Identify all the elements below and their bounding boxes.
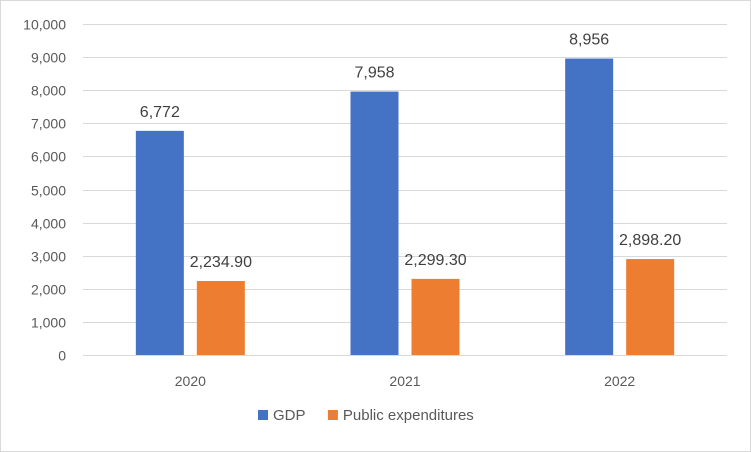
legend-label: GDP xyxy=(273,407,306,424)
data-label: 2,234.90 xyxy=(190,254,252,271)
data-label: 6,772 xyxy=(140,104,180,121)
y-tick-label: 4,000 xyxy=(31,216,66,232)
legend-swatch xyxy=(258,410,268,420)
y-tick-label: 0 xyxy=(58,348,66,364)
legend: GDP Public expenditures xyxy=(258,407,474,424)
bar-public-expenditures xyxy=(626,259,675,355)
y-tick-label: 1,000 xyxy=(31,315,66,331)
y-tick-label: 2,000 xyxy=(31,282,66,298)
legend-label: Public expenditures xyxy=(343,407,474,424)
bar-gdp xyxy=(565,58,614,356)
legend-swatch xyxy=(327,410,338,420)
data-label: 2,898.20 xyxy=(619,232,681,249)
y-tick-label: 8,000 xyxy=(31,83,66,99)
y-tick-label: 6,000 xyxy=(31,149,66,165)
y-tick-label: 7,000 xyxy=(31,116,66,132)
x-axis-tick-labels: 2020 2021 2022 xyxy=(175,373,636,389)
y-tick-label: 10,000 xyxy=(23,17,66,33)
data-label: 2,299.30 xyxy=(404,252,466,269)
data-label: 7,958 xyxy=(354,65,394,82)
x-tick-label: 2021 xyxy=(389,373,420,389)
bar-public-expenditures xyxy=(196,281,245,355)
data-labels: 6,772 2,234.90 7,958 2,299.30 8,956 2,898.20 xyxy=(140,32,682,271)
data-label: 8,956 xyxy=(569,32,609,49)
x-tick-label: 2022 xyxy=(604,373,635,389)
bar-public-expenditures xyxy=(411,278,460,355)
y-tick-label: 3,000 xyxy=(31,249,66,265)
bar-gdp xyxy=(350,91,399,355)
y-tick-label: 9,000 xyxy=(31,50,66,66)
gridlines xyxy=(83,24,727,356)
y-axis-tick-labels: 0 1,000 2,000 3,000 4,000 5,000 6,000 7,000 8,00… xyxy=(23,17,66,364)
x-tick-label: 2020 xyxy=(175,373,206,389)
bar-gdp xyxy=(135,130,184,355)
y-tick-label: 5,000 xyxy=(31,183,66,199)
bars xyxy=(135,58,675,356)
